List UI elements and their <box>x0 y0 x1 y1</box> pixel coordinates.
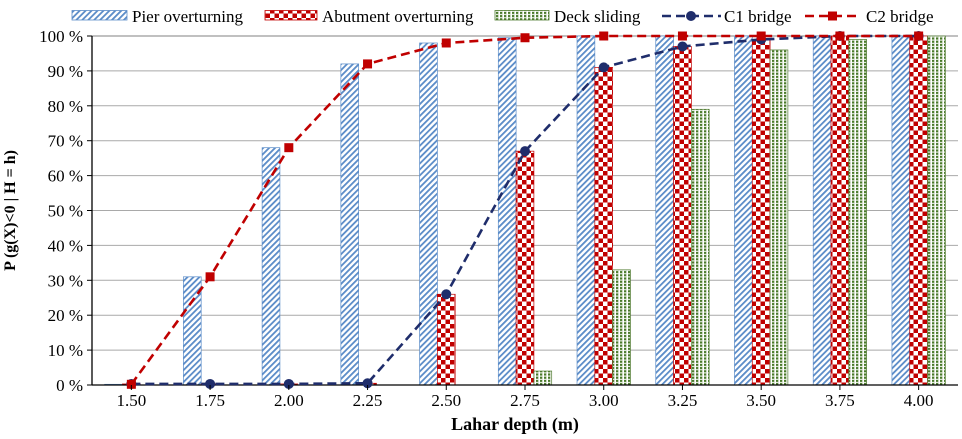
svg-text:70 %: 70 % <box>48 132 83 151</box>
svg-text:80 %: 80 % <box>48 97 83 116</box>
svg-text:50 %: 50 % <box>48 202 83 221</box>
svg-text:4.00: 4.00 <box>904 391 934 410</box>
svg-text:40 %: 40 % <box>48 236 83 255</box>
svg-text:3.50: 3.50 <box>746 391 776 410</box>
svg-text:30 %: 30 % <box>48 271 83 290</box>
svg-text:P (g(X)<0 | H = h): P (g(X)<0 | H = h) <box>2 150 19 271</box>
svg-text:2.75: 2.75 <box>510 391 540 410</box>
svg-text:10 %: 10 % <box>48 341 83 360</box>
svg-text:Deck sliding: Deck sliding <box>554 7 641 26</box>
svg-text:0 %: 0 % <box>56 376 83 395</box>
svg-text:C1 bridge: C1 bridge <box>724 7 792 26</box>
svg-text:1.50: 1.50 <box>116 391 146 410</box>
svg-text:2.25: 2.25 <box>353 391 383 410</box>
svg-text:20 %: 20 % <box>48 306 83 325</box>
svg-text:Pier overturning: Pier overturning <box>132 7 243 26</box>
svg-text:90 %: 90 % <box>48 62 83 81</box>
svg-text:2.00: 2.00 <box>274 391 304 410</box>
svg-text:3.75: 3.75 <box>825 391 855 410</box>
svg-text:3.00: 3.00 <box>589 391 619 410</box>
svg-text:2.50: 2.50 <box>431 391 461 410</box>
svg-text:C2 bridge: C2 bridge <box>866 7 934 26</box>
svg-text:Lahar depth (m): Lahar depth (m) <box>451 414 579 435</box>
svg-text:1.75: 1.75 <box>195 391 225 410</box>
svg-text:Abutment overturning: Abutment overturning <box>322 7 474 26</box>
svg-text:60 %: 60 % <box>48 167 83 186</box>
svg-text:100 %: 100 % <box>39 27 83 46</box>
svg-text:3.25: 3.25 <box>668 391 698 410</box>
